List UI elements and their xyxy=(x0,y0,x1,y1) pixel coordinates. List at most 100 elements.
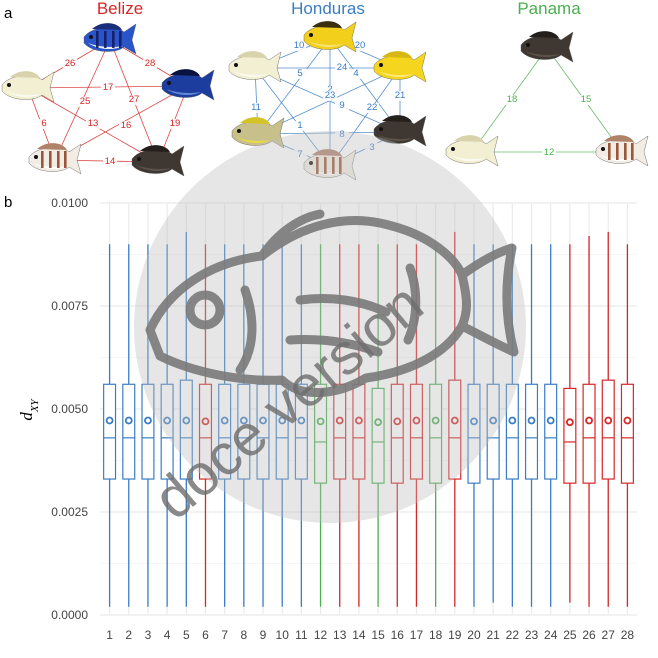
box-4 xyxy=(160,244,174,607)
network-edge-label: 18 xyxy=(507,94,518,105)
fish-node-icon xyxy=(303,149,357,181)
box-mean-point xyxy=(450,416,459,425)
box-mean-point xyxy=(201,417,210,426)
network-title-belize: Belize xyxy=(97,0,143,18)
box-iqr xyxy=(486,383,500,480)
box-mean-point xyxy=(565,418,574,427)
box-11 xyxy=(294,244,308,607)
y-tick-labels: 0.0000 0.0025 0.0050 0.0075 0.0100 xyxy=(51,196,88,622)
network-edge-label: 15 xyxy=(581,94,592,105)
network-edge-label: 20 xyxy=(355,40,366,51)
box-1 xyxy=(103,244,117,607)
box-iqr xyxy=(582,383,596,484)
y-tick-label: 0.0025 xyxy=(51,505,88,519)
box-mean-point xyxy=(335,416,344,425)
fish-node-icon xyxy=(131,145,185,177)
box-6 xyxy=(198,244,213,607)
box-27 xyxy=(601,231,615,607)
network-edge-label: 24 xyxy=(337,62,348,73)
fish-node-icon xyxy=(373,51,427,83)
box-mean-point xyxy=(278,416,287,425)
x-tick-label: 26 xyxy=(582,628,596,642)
network-title-panama: Panama xyxy=(517,0,581,18)
network-edge-label: 12 xyxy=(544,147,555,158)
box-mean-point xyxy=(220,416,229,425)
network-edge-label: 2 xyxy=(327,84,332,95)
box-mean-point xyxy=(259,416,267,425)
network-edge-label: 14 xyxy=(105,156,116,167)
box-iqr xyxy=(563,387,577,484)
box-mean-point xyxy=(105,416,114,425)
box-mean-point xyxy=(393,417,402,426)
box-mean-point xyxy=(374,418,382,427)
panel-label-a: a xyxy=(4,5,13,22)
network-edge-label: 11 xyxy=(251,102,261,113)
network-edge xyxy=(329,67,401,167)
fish-outline-icon xyxy=(145,209,519,397)
panel-label-b: b xyxy=(4,194,12,211)
box-mean-point xyxy=(144,416,152,425)
box-iqr xyxy=(198,383,213,480)
fish-node-icon xyxy=(595,135,649,167)
network-belize: Belize 26 28 17 25 27 6 13 16 19 14 xyxy=(1,0,215,177)
network-edges xyxy=(471,47,623,153)
network-edge-label: 27 xyxy=(129,94,140,105)
x-tick-label: 7 xyxy=(221,628,228,642)
x-tick-label: 14 xyxy=(352,628,366,642)
box-iqr xyxy=(544,383,558,480)
x-tick-label: 27 xyxy=(602,628,616,642)
box-mean-point xyxy=(124,416,133,425)
network-edge-label: 13 xyxy=(88,118,99,129)
network-edge xyxy=(254,67,331,167)
box-iqr xyxy=(409,383,423,480)
x-tick-label: 8 xyxy=(240,628,247,642)
network-edge-labels: 18 15 12 xyxy=(505,94,593,158)
box-28 xyxy=(620,244,634,607)
network-edge-label: 10 xyxy=(294,40,305,51)
x-tick-label: 21 xyxy=(486,628,500,642)
x-tick-labels: 1 2 3 4 5 6 7 8 9 10 11 12 13 14 15 16 17 18 19 20 21 22 23 24 2… xyxy=(106,628,634,642)
box-iqr xyxy=(160,383,174,480)
box-iqr xyxy=(314,383,328,484)
box-iqr xyxy=(294,383,308,480)
fish-node-icon xyxy=(231,117,285,149)
box-mean-point xyxy=(355,416,363,425)
box-12 xyxy=(314,244,328,607)
box-mean-point xyxy=(297,416,306,425)
network-edge-label: 19 xyxy=(170,118,181,129)
x-tick-label: 24 xyxy=(544,628,558,642)
y-axis-label-subscript: XY xyxy=(29,397,41,413)
y-tick-label: 0.0100 xyxy=(51,196,88,210)
network-edge-label: 9 xyxy=(339,100,344,111)
x-tick-label: 23 xyxy=(525,628,539,642)
network-edge-label: 5 xyxy=(297,68,302,79)
box-15 xyxy=(371,244,385,607)
box-iqr xyxy=(237,383,251,480)
x-tick-label: 19 xyxy=(448,628,462,642)
box-mean-point xyxy=(604,416,613,425)
box-iqr xyxy=(333,383,347,480)
fish-node-icon xyxy=(303,21,357,53)
box-mean-point xyxy=(527,416,536,425)
network-edge-label: 3 xyxy=(369,142,374,153)
x-tick-label: 10 xyxy=(276,628,290,642)
box-mean-point xyxy=(623,416,632,425)
box-2 xyxy=(122,244,136,607)
x-tick-label: 17 xyxy=(410,628,424,642)
box-3 xyxy=(141,244,155,607)
fish-node-icon xyxy=(28,143,82,175)
box-13 xyxy=(333,244,347,607)
x-tick-label: 16 xyxy=(391,628,405,642)
box-mean-point xyxy=(431,416,440,425)
box-iqr xyxy=(601,379,615,480)
network-edge xyxy=(257,37,331,135)
x-tick-label: 11 xyxy=(295,628,308,642)
x-tick-label: 28 xyxy=(621,628,635,642)
network-edge-label: 6 xyxy=(41,118,46,129)
network-nodes xyxy=(445,31,649,167)
fish-node-icon xyxy=(1,71,55,103)
box-mean-point xyxy=(585,416,593,425)
